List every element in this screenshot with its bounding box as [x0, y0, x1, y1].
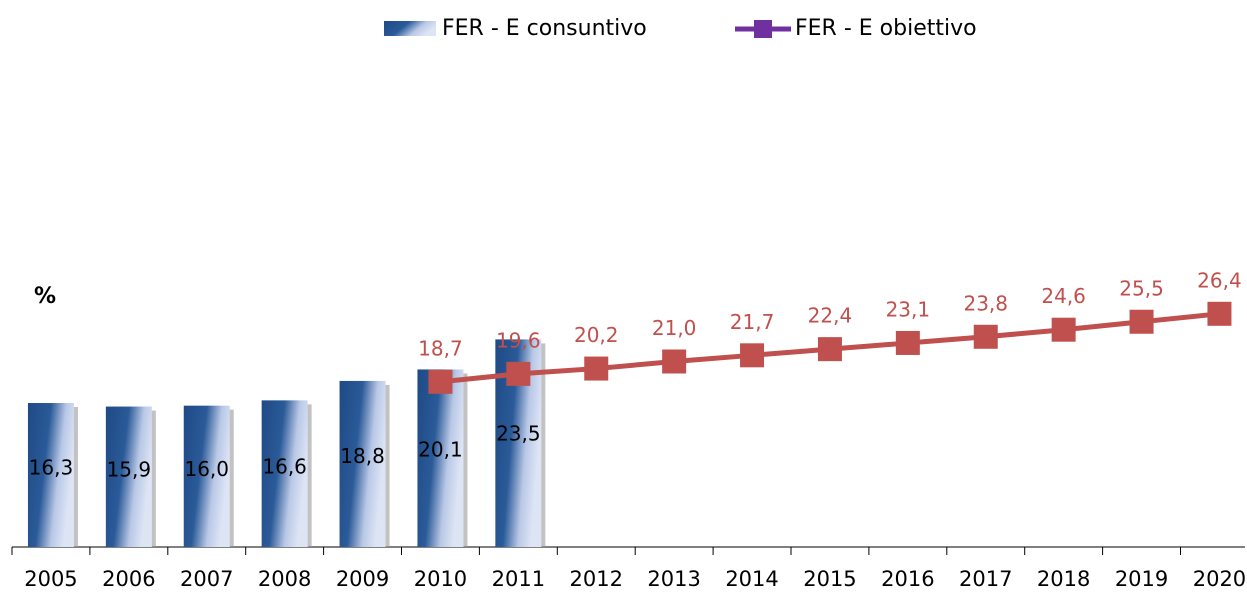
legend-swatch: [384, 21, 436, 36]
bar-value-label: 20,1: [418, 438, 463, 462]
x-tick-label: 2012: [570, 567, 623, 591]
x-tick-label: 2008: [258, 567, 311, 591]
bar: [105, 406, 152, 547]
line-marker: [428, 369, 453, 394]
x-tick-label: 2011: [492, 567, 545, 591]
line-marker: [506, 361, 531, 386]
x-tick-label: 2005: [24, 567, 77, 591]
line-marker: [1051, 317, 1076, 342]
x-tick-label: 2006: [102, 567, 155, 591]
line-value-label: 23,1: [886, 297, 931, 321]
bar: [261, 400, 308, 547]
bar: [27, 403, 74, 547]
line-marker: [584, 356, 609, 381]
x-tick-label: 2020: [1193, 567, 1246, 591]
x-tick-label: 2016: [881, 567, 934, 591]
x-tick-label: 2019: [1115, 567, 1168, 591]
line-marker: [817, 337, 842, 362]
bar-value-label: 16,0: [184, 457, 229, 481]
line-value-label: 22,4: [808, 304, 853, 328]
y-axis-label: %: [34, 284, 56, 309]
line-marker: [740, 343, 765, 368]
line-value-label: 19,6: [496, 328, 541, 352]
bar-value-label: 18,8: [340, 444, 385, 468]
line-value-label: 21,7: [730, 310, 775, 334]
line-marker: [1129, 309, 1154, 334]
line-marker: [662, 349, 687, 374]
bar-value-label: 23,5: [496, 421, 541, 445]
bar-value-label: 16,6: [262, 454, 307, 478]
x-tick-label: 2015: [803, 567, 856, 591]
line-value-label: 23,8: [963, 291, 1008, 315]
line-marker: [895, 330, 920, 355]
x-tick-label: 2013: [647, 567, 700, 591]
bar: [417, 369, 464, 547]
x-tick-label: 2009: [336, 567, 389, 591]
bar-value-label: 16,3: [29, 456, 74, 480]
x-tick-label: 2010: [414, 567, 467, 591]
x-tick-label: 2007: [180, 567, 233, 591]
legend-label: FER - E obiettivo: [795, 16, 977, 41]
x-tick-label: 2017: [959, 567, 1012, 591]
line-value-label: 24,6: [1041, 284, 1086, 308]
line-value-label: 26,4: [1197, 268, 1242, 292]
x-tick-label: 2014: [725, 567, 778, 591]
line-marker: [973, 324, 998, 349]
line-value-label: 25,5: [1119, 276, 1164, 300]
legend-marker: [754, 20, 772, 38]
bar: [183, 405, 230, 547]
bar-value-label: 15,9: [107, 458, 152, 482]
line-marker: [1207, 301, 1232, 326]
legend-label: FER - E consuntivo: [442, 16, 647, 41]
x-tick-label: 2018: [1037, 567, 1090, 591]
line-value-label: 18,7: [418, 336, 463, 360]
bar: [339, 380, 386, 547]
line-value-label: 20,2: [574, 323, 619, 347]
line-value-label: 21,0: [652, 316, 697, 340]
